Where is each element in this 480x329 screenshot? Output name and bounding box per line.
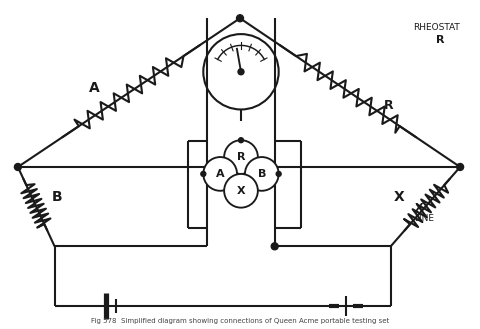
- Circle shape: [239, 138, 243, 143]
- Text: X: X: [394, 190, 405, 204]
- Circle shape: [276, 171, 281, 176]
- Circle shape: [14, 164, 22, 170]
- Circle shape: [201, 171, 206, 176]
- Circle shape: [456, 164, 464, 170]
- Circle shape: [204, 157, 237, 191]
- Text: A: A: [89, 81, 100, 95]
- Text: LINE: LINE: [415, 214, 434, 222]
- Text: A: A: [216, 169, 225, 179]
- Text: RHEOSTAT: RHEOSTAT: [414, 23, 460, 32]
- Circle shape: [238, 69, 244, 75]
- Text: X: X: [237, 186, 245, 196]
- Circle shape: [245, 157, 279, 191]
- Text: Fig 578  Simplified diagram showing connections of Queen Acme portable testing s: Fig 578 Simplified diagram showing conne…: [91, 317, 389, 324]
- Text: B: B: [52, 190, 62, 204]
- Circle shape: [224, 140, 258, 174]
- Circle shape: [224, 174, 258, 208]
- Text: B: B: [258, 169, 266, 179]
- Text: R: R: [384, 99, 394, 113]
- Circle shape: [237, 15, 243, 22]
- Text: X: X: [415, 203, 423, 213]
- Circle shape: [271, 243, 278, 250]
- Text: R: R: [436, 35, 445, 45]
- Text: R: R: [237, 152, 245, 162]
